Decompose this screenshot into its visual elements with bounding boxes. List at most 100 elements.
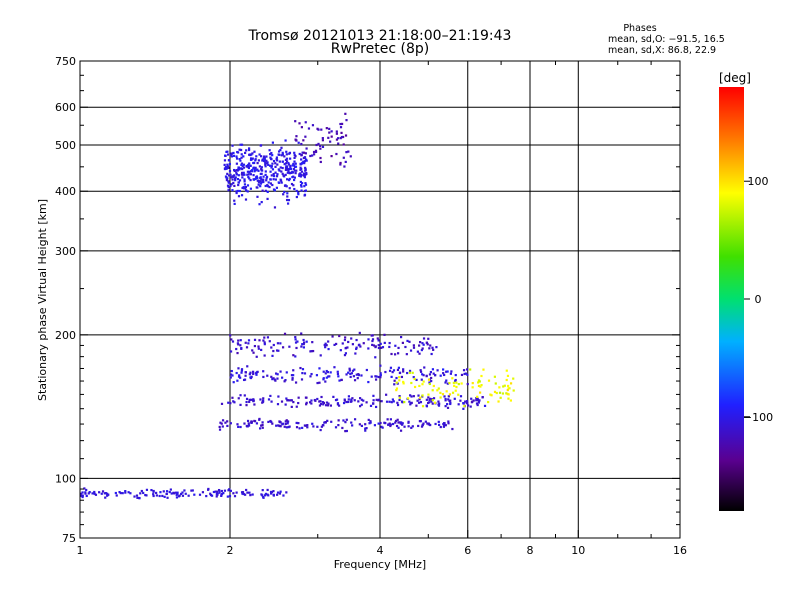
- data-point: [302, 151, 306, 154]
- data-point: [248, 400, 251, 403]
- data-point: [235, 190, 238, 193]
- data-point: [87, 492, 90, 495]
- data-point: [229, 350, 233, 353]
- data-point: [319, 160, 322, 164]
- data-point: [233, 401, 236, 404]
- data-point: [350, 421, 353, 424]
- data-point: [274, 171, 277, 174]
- legend-line-o: mean, sd,O: −91.5, 16.5: [608, 34, 725, 45]
- data-point: [349, 400, 352, 403]
- data-point: [279, 342, 282, 345]
- data-point: [318, 400, 321, 403]
- data-point: [174, 491, 177, 494]
- data-point: [309, 154, 312, 158]
- data-point: [377, 344, 380, 347]
- data-point: [441, 393, 445, 396]
- data-point: [349, 375, 352, 379]
- data-point: [272, 377, 275, 380]
- data-point: [428, 398, 431, 402]
- data-point: [502, 385, 505, 388]
- data-point: [228, 170, 232, 173]
- data-point: [280, 154, 283, 157]
- data-point: [418, 352, 421, 355]
- data-point: [293, 151, 296, 154]
- data-point: [260, 178, 263, 181]
- data-point: [283, 184, 287, 187]
- data-point: [358, 343, 361, 346]
- data-point: [297, 401, 300, 405]
- data-point: [395, 381, 398, 384]
- data-point: [281, 166, 284, 170]
- data-point: [432, 372, 435, 375]
- data-point: [260, 155, 263, 158]
- data-point: [383, 341, 386, 345]
- data-point: [356, 377, 359, 380]
- data-point: [299, 180, 302, 184]
- data-point: [385, 393, 388, 396]
- data-point: [268, 185, 271, 189]
- data-point: [464, 372, 468, 375]
- chart-title: Tromsø 20121013 21:18:00–21:19:43: [248, 28, 512, 44]
- data-point: [446, 382, 449, 385]
- data-point: [119, 491, 122, 495]
- data-point: [288, 425, 291, 428]
- data-point: [263, 341, 266, 344]
- data-point: [364, 423, 367, 426]
- data-point: [250, 398, 253, 401]
- data-point: [240, 368, 244, 371]
- data-point: [231, 374, 234, 377]
- data-point: [428, 382, 431, 386]
- data-point: [304, 182, 307, 185]
- data-point: [351, 424, 354, 427]
- data-point: [93, 490, 96, 494]
- data-point: [430, 379, 433, 383]
- data-point: [224, 154, 227, 157]
- data-point: [243, 151, 247, 155]
- data-point: [257, 179, 260, 182]
- data-point: [246, 173, 249, 176]
- data-point: [372, 344, 376, 347]
- data-point: [269, 394, 272, 398]
- data-point: [421, 405, 425, 408]
- data-point: [247, 339, 251, 342]
- data-point: [293, 156, 296, 160]
- data-point: [303, 424, 306, 427]
- data-point: [248, 491, 251, 494]
- data-point: [252, 167, 255, 170]
- data-point: [302, 160, 305, 163]
- data-point: [421, 383, 424, 386]
- data-point: [314, 399, 317, 402]
- data-point: [292, 400, 295, 404]
- data-point: [262, 370, 265, 373]
- data-point: [314, 149, 318, 152]
- data-point: [245, 346, 249, 349]
- data-point: [465, 368, 469, 371]
- data-point: [257, 159, 260, 162]
- data-point: [370, 375, 373, 378]
- trace-6: [223, 139, 308, 209]
- data-point: [340, 378, 343, 382]
- data-point: [507, 387, 510, 390]
- data-point: [239, 159, 242, 162]
- data-point: [385, 400, 389, 403]
- data-point: [224, 166, 228, 169]
- data-point: [408, 371, 412, 374]
- data-point: [280, 400, 284, 403]
- data-point: [487, 379, 491, 382]
- data-point: [227, 186, 230, 189]
- data-point: [284, 139, 287, 142]
- data-point: [304, 152, 307, 155]
- data-point: [285, 419, 288, 422]
- data-point: [271, 154, 274, 157]
- data-point: [375, 398, 378, 401]
- x-tick-label: 4: [377, 544, 384, 557]
- data-point: [226, 163, 229, 166]
- data-point: [85, 494, 88, 498]
- chart-subtitle: RwPretec (8p): [331, 41, 429, 57]
- data-point: [367, 338, 370, 341]
- data-point: [377, 339, 380, 342]
- data-point: [235, 155, 238, 158]
- data-point: [286, 195, 289, 198]
- data-point: [305, 171, 308, 175]
- data-point: [337, 419, 340, 422]
